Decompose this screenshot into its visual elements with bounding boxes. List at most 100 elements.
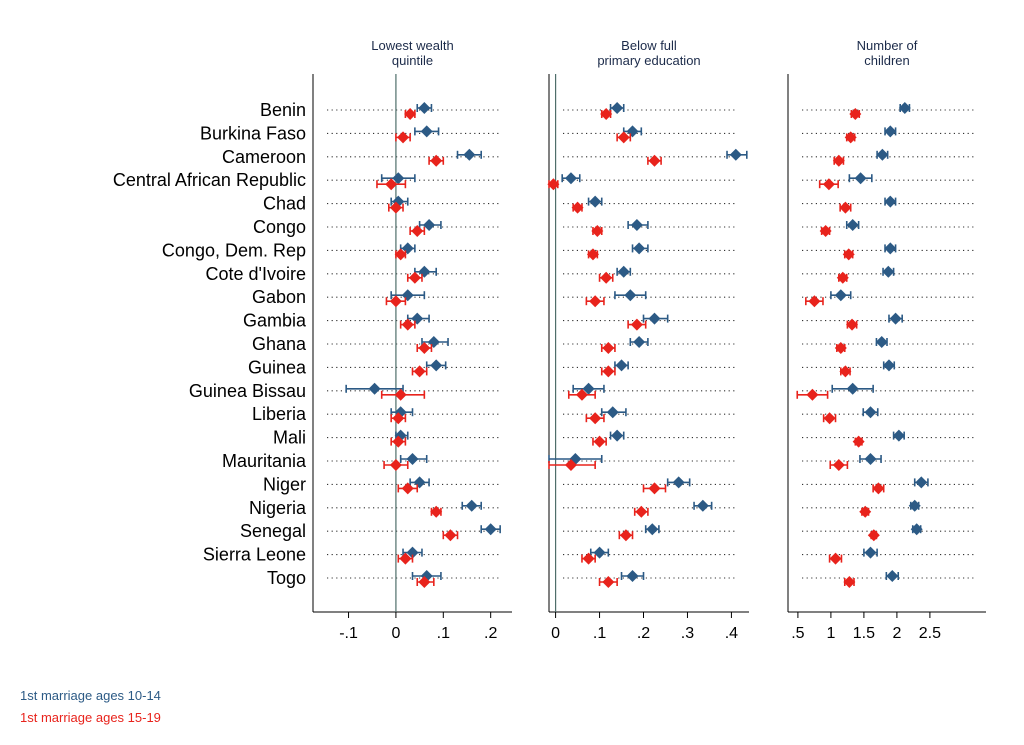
point-marker <box>844 131 857 144</box>
point-marker <box>571 201 584 214</box>
point-marker <box>564 459 577 471</box>
point-marker <box>635 505 648 518</box>
point-marker <box>368 382 381 395</box>
point-marker <box>408 271 421 284</box>
point-marker <box>389 201 402 214</box>
point-marker <box>898 102 911 114</box>
point-marker <box>829 552 842 565</box>
point-marker <box>884 242 897 255</box>
point-marker <box>624 289 637 302</box>
x-tick-label: .5 <box>791 625 804 642</box>
point-marker <box>846 318 859 331</box>
point-marker <box>591 225 604 237</box>
point-marker <box>418 576 431 588</box>
country-label: Benin <box>260 100 306 120</box>
point-marker <box>648 312 661 325</box>
point-marker <box>867 529 880 542</box>
x-tick-label: .1 <box>593 625 606 642</box>
country-label: Ghana <box>252 334 307 354</box>
x-tick-label: -.1 <box>339 625 358 642</box>
point-marker <box>696 499 709 512</box>
x-tick-label: 0 <box>551 625 560 642</box>
panel-title: quintile <box>392 53 433 68</box>
x-tick-label: 0 <box>391 625 400 642</box>
point-marker <box>430 505 443 518</box>
panel-title: children <box>864 53 910 68</box>
point-marker <box>411 312 424 325</box>
point-marker <box>430 154 443 167</box>
point-marker <box>822 178 835 191</box>
point-marker <box>852 435 865 448</box>
point-marker <box>832 459 845 471</box>
point-marker <box>586 248 599 261</box>
point-marker <box>842 248 855 261</box>
country-label: Sierra Leone <box>203 545 306 565</box>
point-marker <box>839 365 852 378</box>
country-label: Liberia <box>252 404 307 424</box>
point-marker <box>401 289 414 302</box>
point-marker <box>589 195 602 208</box>
country-label: Gabon <box>252 287 306 307</box>
point-marker <box>420 125 433 138</box>
point-marker <box>648 154 661 167</box>
country-label: Central African Republic <box>113 170 306 190</box>
point-marker <box>843 576 856 588</box>
point-marker <box>859 505 872 518</box>
point-marker <box>832 154 845 167</box>
point-marker <box>385 178 398 191</box>
panel-title: Number of <box>857 38 918 53</box>
point-marker <box>808 295 821 308</box>
point-marker <box>884 125 897 138</box>
panel-title: Lowest wealth <box>371 38 453 53</box>
country-label: Guinea <box>248 357 307 377</box>
point-marker <box>392 435 405 448</box>
point-marker <box>882 359 895 372</box>
point-marker <box>463 148 476 161</box>
country-label: Congo <box>253 217 306 237</box>
x-tick-label: .1 <box>437 625 450 642</box>
point-marker <box>430 359 443 372</box>
point-marker <box>823 412 836 425</box>
point-marker <box>602 365 615 378</box>
point-marker <box>600 271 613 284</box>
point-marker <box>875 336 888 348</box>
country-label: Mauritania <box>222 451 307 471</box>
point-marker <box>630 318 643 331</box>
point-marker <box>413 365 426 378</box>
point-marker <box>589 295 602 308</box>
x-tick-label: .3 <box>681 625 694 642</box>
point-marker <box>886 570 899 582</box>
point-marker <box>600 108 613 120</box>
point-marker <box>646 523 659 536</box>
point-marker <box>399 552 412 565</box>
point-marker <box>593 546 606 559</box>
panel-title: primary education <box>597 53 700 68</box>
point-marker <box>846 219 859 231</box>
point-marker <box>617 265 630 278</box>
point-marker <box>882 265 895 278</box>
point-marker <box>418 265 431 278</box>
point-marker <box>397 131 410 144</box>
point-marker <box>615 359 628 372</box>
point-marker <box>672 476 685 489</box>
x-tick-label: .4 <box>725 625 738 642</box>
point-marker <box>889 312 902 325</box>
country-label: Cameroon <box>222 147 306 167</box>
point-marker <box>547 178 560 191</box>
country-label: Mali <box>273 428 306 448</box>
point-marker <box>406 546 419 559</box>
point-marker <box>392 172 405 185</box>
point-marker <box>846 382 859 395</box>
point-marker <box>910 523 923 536</box>
point-marker <box>411 225 424 237</box>
point-marker <box>876 148 889 161</box>
country-label: Senegal <box>240 521 306 541</box>
point-marker <box>413 476 426 489</box>
point-marker <box>915 476 928 489</box>
point-marker <box>633 242 646 255</box>
point-marker <box>834 289 847 302</box>
point-marker <box>564 172 577 185</box>
x-tick-label: 2.5 <box>919 625 941 642</box>
point-marker <box>884 195 897 208</box>
